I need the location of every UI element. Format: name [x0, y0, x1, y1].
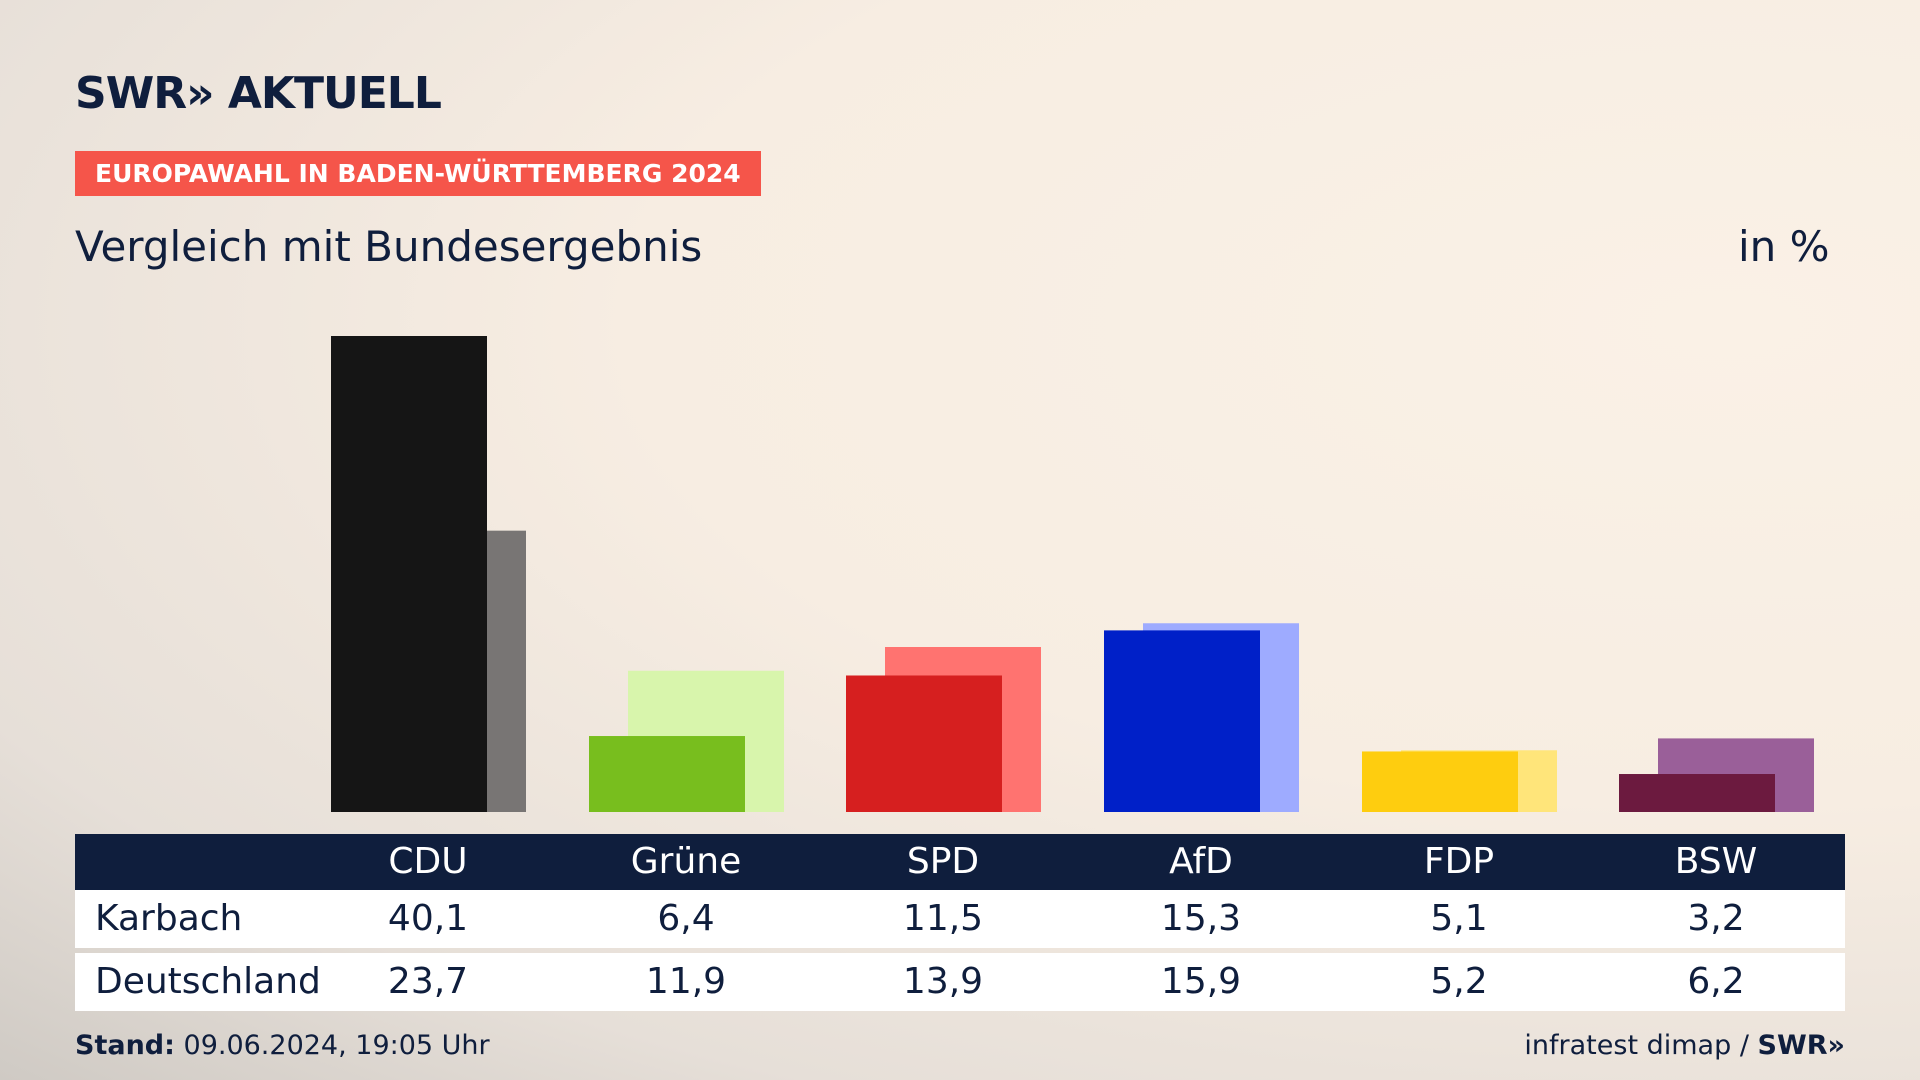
swr-aktuell-logo: SWR» AKTUELL [75, 68, 442, 119]
karbach-value-5: 3,2 [1687, 898, 1745, 939]
deutschland-value-4: 5,2 [1430, 961, 1488, 1002]
party-header-3: AfD [1169, 841, 1233, 882]
deutschland-value-5: 6,2 [1687, 961, 1745, 1002]
bar-karbach-bsw [1619, 774, 1775, 812]
table-row-karbach: Karbach 40,1 6,4 11,5 15,3 5,1 3,2 [75, 890, 1845, 948]
karbach-value-4: 5,1 [1430, 898, 1488, 939]
karbach-value-1: 6,4 [657, 898, 715, 939]
deutschland-value-3: 15,9 [1160, 961, 1242, 1002]
table-header-row: CDU Grüne SPD AfD FDP BSW [75, 834, 1845, 890]
bar-chart [331, 336, 1814, 812]
swr-footer-logo: SWR» [1757, 1030, 1845, 1061]
karbach-value-0: 40,1 [387, 898, 469, 939]
stand-footer: Stand: 09.06.2024, 19:05 Uhr [75, 1030, 490, 1061]
party-header-0: CDU [388, 841, 468, 882]
unit-label: in % [1738, 222, 1830, 271]
election-tag: EUROPAWAHL IN BADEN-WÜRTTEMBERG 2024 [75, 151, 761, 196]
stand-value: 09.06.2024, 19:05 Uhr [183, 1030, 490, 1061]
bar-karbach-fdp [1362, 751, 1518, 812]
bar-karbach-spd [846, 675, 1002, 812]
stand-label: Stand: [75, 1030, 175, 1061]
party-header-2: SPD [906, 841, 980, 882]
chart-subtitle: Vergleich mit Bundesergebnis [75, 222, 703, 271]
party-header-1: Grüne [630, 841, 742, 882]
karbach-value-3: 15,3 [1160, 898, 1242, 939]
bar-karbach-afd [1104, 630, 1260, 812]
row-label-deutschland: Deutschland [95, 961, 321, 1002]
source-footer: infratest dimap / SWR» [1524, 1030, 1845, 1061]
deutschland-value-2: 13,9 [902, 961, 984, 1002]
deutschland-value-0: 23,7 [387, 961, 469, 1002]
bar-karbach-cdu [331, 336, 487, 812]
results-table: CDU Grüne SPD AfD FDP BSW Karbach 40,1 6,4 11,5… [75, 834, 1845, 1011]
deutschland-value-1: 11,9 [645, 961, 727, 1002]
table-row-deutschland: Deutschland 23,7 11,9 13,9 15,9 5,2 6,2 [75, 953, 1845, 1011]
party-header-5: BSW [1674, 841, 1758, 882]
karbach-value-2: 11,5 [902, 898, 984, 939]
bar-karbach-grüne [589, 736, 745, 812]
row-label-karbach: Karbach [95, 898, 243, 939]
source-label: infratest dimap / [1524, 1030, 1749, 1061]
party-header-4: FDP [1423, 841, 1495, 882]
